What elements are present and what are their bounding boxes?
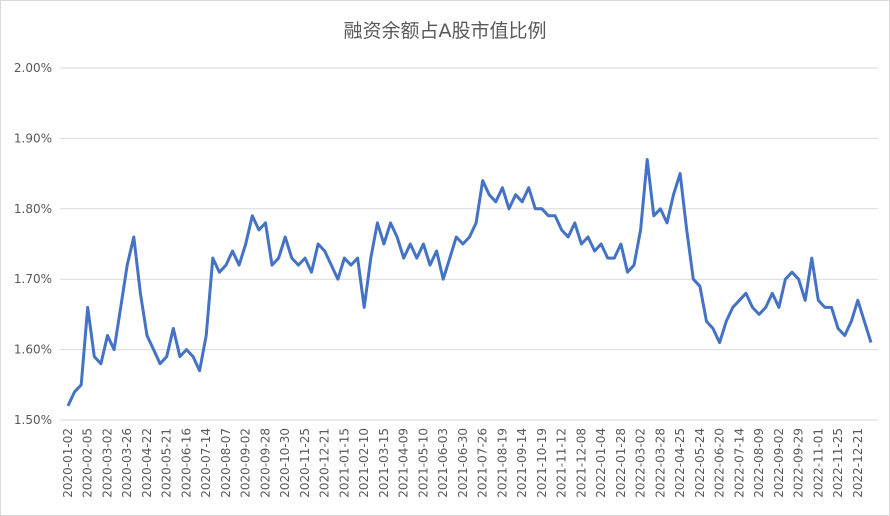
x-tick-label: 2020-06-16 bbox=[179, 428, 193, 498]
x-tick-label: 2020-07-14 bbox=[199, 428, 213, 498]
x-tick-label: 2021-11-12 bbox=[555, 428, 569, 498]
x-tick-label: 2022-08-09 bbox=[752, 428, 766, 498]
x-tick-label: 2020-01-02 bbox=[61, 428, 75, 498]
x-tick-label: 2021-04-09 bbox=[397, 428, 411, 498]
x-tick-label: 2022-09-29 bbox=[792, 428, 806, 498]
x-tick-label: 2021-10-19 bbox=[535, 428, 549, 498]
x-tick-label: 2022-11-01 bbox=[811, 428, 825, 498]
chart-title: 融资余额占A股市值比例 bbox=[344, 20, 547, 42]
x-tick-label: 2020-04-22 bbox=[140, 428, 154, 498]
x-tick-label: 2022-11-25 bbox=[831, 428, 845, 498]
x-tick-label: 2020-05-21 bbox=[160, 428, 174, 498]
x-tick-label: 2022-01-28 bbox=[614, 428, 628, 498]
y-tick-label: 2.00% bbox=[14, 61, 52, 75]
x-tick-label: 2022-09-02 bbox=[772, 428, 786, 498]
x-tick-label: 2020-09-02 bbox=[239, 428, 253, 498]
x-tick-label: 2021-02-10 bbox=[357, 428, 371, 498]
x-tick-label: 2022-01-04 bbox=[594, 428, 608, 498]
x-tick-label: 2022-04-25 bbox=[673, 428, 687, 498]
x-tick-label: 2021-08-19 bbox=[495, 428, 509, 498]
x-tick-label: 2021-05-10 bbox=[416, 428, 430, 498]
x-tick-label: 2021-12-08 bbox=[574, 428, 588, 498]
data-line bbox=[66, 158, 873, 407]
y-tick-label: 1.50% bbox=[14, 413, 52, 427]
x-tick-label: 2022-05-24 bbox=[693, 428, 707, 498]
x-tick-label: 2020-12-21 bbox=[318, 428, 332, 498]
x-tick-label: 2020-09-28 bbox=[258, 428, 272, 498]
x-tick-label: 2020-03-26 bbox=[120, 428, 134, 498]
x-tick-label: 2021-07-26 bbox=[476, 428, 490, 498]
y-tick-label: 1.70% bbox=[14, 272, 52, 286]
x-tick-label: 2021-01-15 bbox=[337, 428, 351, 498]
x-tick-label: 2020-10-30 bbox=[278, 428, 292, 498]
x-tick-label: 2020-02-05 bbox=[81, 428, 95, 498]
x-tick-label: 2022-12-21 bbox=[851, 428, 865, 498]
x-tick-label: 2022-07-14 bbox=[732, 428, 746, 498]
x-tick-label: 2022-03-28 bbox=[653, 428, 667, 498]
x-tick-label: 2021-09-14 bbox=[515, 428, 529, 498]
y-tick-label: 1.60% bbox=[14, 343, 52, 357]
x-tick-label: 2020-08-07 bbox=[219, 428, 233, 498]
x-tick-label: 2021-03-15 bbox=[377, 428, 391, 498]
x-tick-label: 2022-06-20 bbox=[713, 428, 727, 498]
y-tick-label: 1.80% bbox=[14, 202, 52, 216]
x-tick-label: 2020-03-02 bbox=[100, 428, 114, 498]
x-tick-label: 2021-06-03 bbox=[436, 428, 450, 498]
x-tick-label: 2020-11-25 bbox=[298, 428, 312, 498]
y-tick-label: 1.90% bbox=[14, 131, 52, 145]
x-tick-label: 2022-03-02 bbox=[634, 428, 648, 498]
x-tick-label: 2021-06-30 bbox=[456, 428, 470, 498]
